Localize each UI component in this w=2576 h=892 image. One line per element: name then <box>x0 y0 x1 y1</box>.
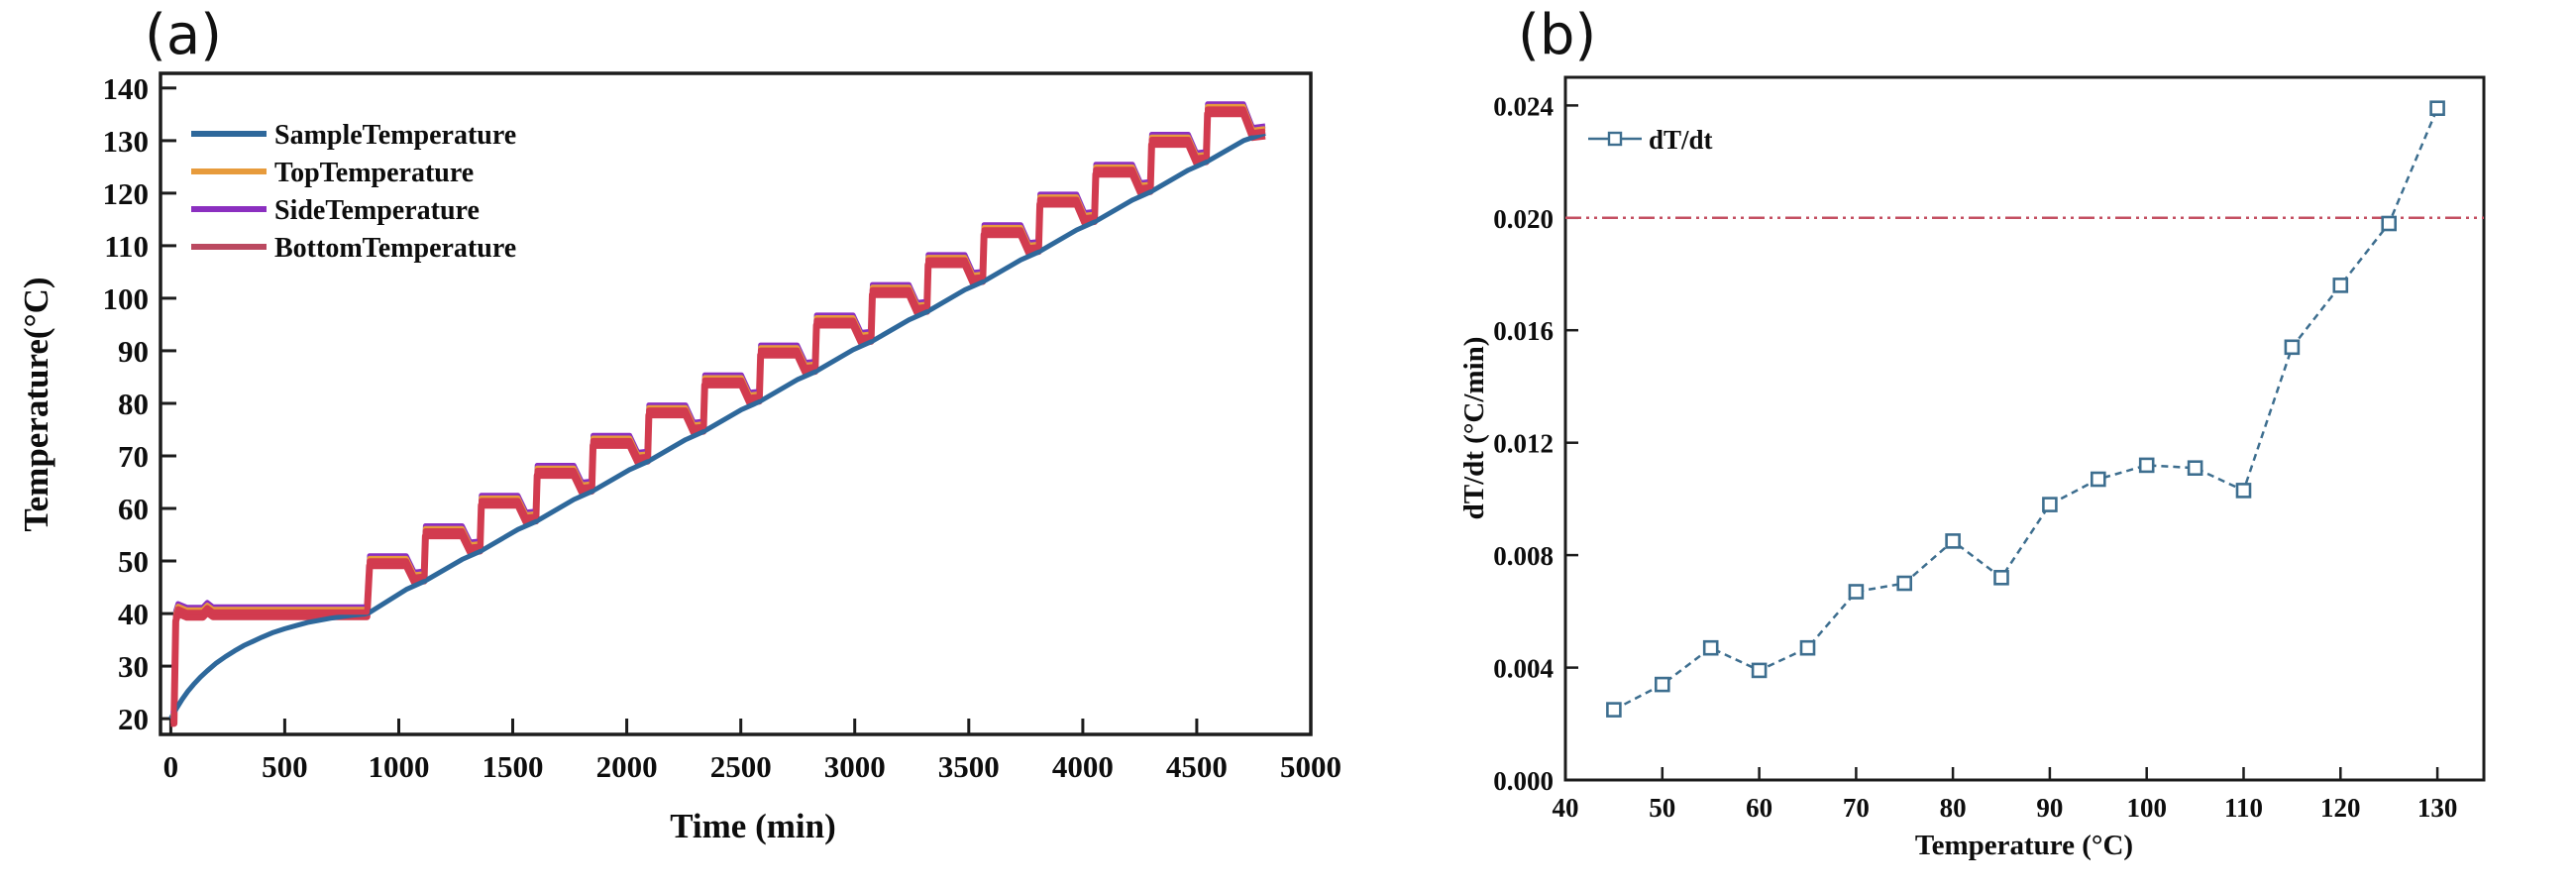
data-point-marker <box>2091 471 2106 488</box>
x-tick-label: 130 <box>2417 793 2458 823</box>
x-tick-label: 2500 <box>710 749 772 784</box>
x-tick-label: 1500 <box>483 749 544 784</box>
data-point-marker <box>1848 584 1865 600</box>
y-tick-label: 30 <box>118 649 149 684</box>
y-tick-label: 0.012 <box>1493 429 1554 459</box>
y-tick-label: 140 <box>103 71 150 106</box>
y-tick-label: 50 <box>118 544 149 579</box>
data-point-marker <box>2284 339 2301 356</box>
legend-label: SideTemperature <box>274 195 480 226</box>
data-point-marker <box>1945 533 1961 549</box>
x-tick-label: 1000 <box>369 749 430 784</box>
data-point-marker <box>2042 497 2058 512</box>
data-point-marker <box>1702 639 1719 656</box>
x-tick-label: 70 <box>1843 793 1870 823</box>
sampletemperature-line <box>168 131 1266 721</box>
x-tick-label: 0 <box>163 749 179 784</box>
x-tick-label: 500 <box>262 749 308 784</box>
x-tick-label: 100 <box>2126 793 2167 823</box>
y-tick-label: 110 <box>104 229 149 264</box>
x-tick-label: 90 <box>2036 793 2063 823</box>
panel-b-chart-frame <box>1563 75 2486 782</box>
data-point-marker <box>2235 483 2252 499</box>
y-tick-label: 80 <box>118 387 149 421</box>
x-tick-label: 3500 <box>938 749 1000 784</box>
x-tick-label: 3000 <box>824 749 886 784</box>
legend-label: TopTemperature <box>274 158 474 188</box>
y-tick-label: 60 <box>118 492 149 526</box>
y-tick-label: 20 <box>118 702 149 736</box>
data-point-marker <box>2381 215 2397 232</box>
x-tick-label: 60 <box>1746 793 1772 823</box>
panel-b-letter: (b) <box>1518 3 1597 67</box>
x-tick-label: 2000 <box>596 749 658 784</box>
panel-b-chart-yaxis-label: dT/dt (°C/min) <box>1458 337 1490 520</box>
panel-a-letter: (a) <box>145 3 223 67</box>
y-tick-label: 0.004 <box>1493 654 1554 684</box>
legend-swatch-marker <box>1607 131 1623 147</box>
x-tick-label: 110 <box>2224 793 2263 823</box>
y-tick-label: 0.016 <box>1493 316 1554 346</box>
bottomtemperature-line <box>170 106 1266 722</box>
y-tick-label: 0.024 <box>1493 91 1554 121</box>
data-point-marker <box>2138 457 2155 474</box>
panel-a-chart-yaxis-label: Temperature(°C) <box>17 278 55 532</box>
data-point-marker <box>1655 676 1670 693</box>
y-tick-label: 0.000 <box>1493 766 1554 796</box>
panel-a-chart-xaxis-label: Time (min) <box>670 807 836 845</box>
x-tick-label: 50 <box>1649 793 1675 823</box>
data-point-marker <box>1751 662 1768 679</box>
legend-label: SampleTemperature <box>274 120 516 151</box>
data-point-marker <box>2187 460 2203 477</box>
x-tick-label: 4000 <box>1052 749 1114 784</box>
y-tick-label: 130 <box>103 124 150 159</box>
y-tick-label: 40 <box>118 597 149 631</box>
x-tick-label: 80 <box>1940 793 1967 823</box>
y-tick-label: 0.020 <box>1493 204 1554 234</box>
y-tick-label: 90 <box>118 334 149 369</box>
panel-a-chart-legend: SampleTemperature TopTemperature SideTempe… <box>191 120 516 264</box>
panel-b-chart-xaxis-label: Temperature (°C) <box>1915 830 2133 861</box>
x-tick-label: 4500 <box>1166 749 1228 784</box>
legend-label: BottomTemperature <box>274 233 516 264</box>
y-tick-label: 120 <box>103 176 150 211</box>
panel-a-chart: 0 500 1000 1500 2000 2500 3000 3500 4000 4500 5000… <box>17 71 1342 845</box>
data-point-marker <box>1993 569 2009 586</box>
data-point-marker <box>1896 575 1912 592</box>
panel-b-chart-legend: dT/dt <box>1588 125 1713 155</box>
x-tick-label: 120 <box>2320 793 2361 823</box>
data-point-marker <box>1606 702 1622 718</box>
data-point-marker <box>2429 100 2445 116</box>
data-point-marker <box>2332 278 2349 293</box>
y-tick-label: 70 <box>118 439 149 474</box>
dt-dt-line <box>1613 107 2439 712</box>
y-tick-label: 0.008 <box>1493 541 1554 571</box>
x-tick-label: 5000 <box>1280 749 1342 784</box>
x-tick-label: 40 <box>1553 793 1579 823</box>
data-point-marker <box>1799 639 1816 656</box>
panel-b-chart: 40 50 60 70 80 90 100 110 120 130 0.000 0.004 0.008 0… <box>1458 75 2486 861</box>
y-tick-label: 100 <box>103 281 150 316</box>
legend-label: dT/dt <box>1649 125 1713 155</box>
